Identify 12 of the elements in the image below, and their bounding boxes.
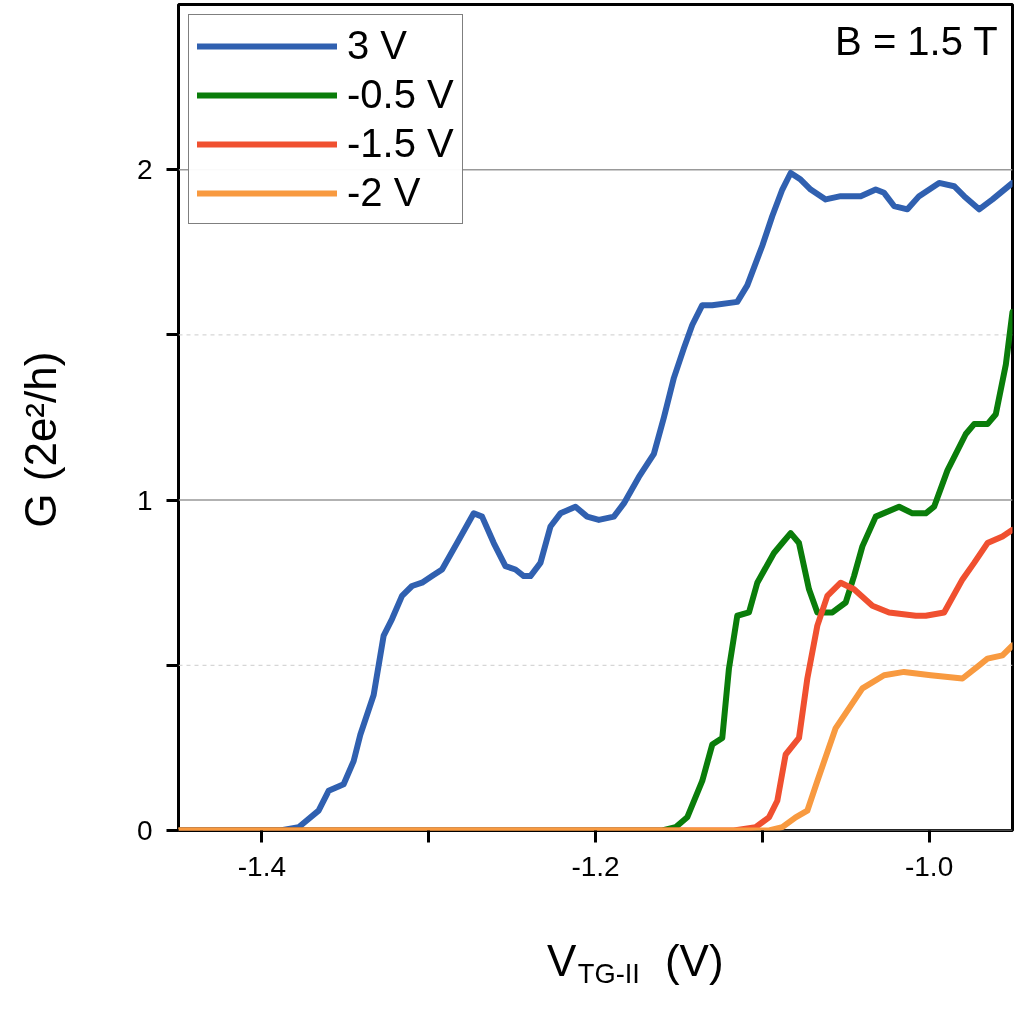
x-tick-label: -1.0 [904, 850, 954, 882]
legend-label: 3 V [347, 23, 408, 68]
y-tick-label: 0 [136, 815, 153, 846]
y-axis-title: G (2e²/h) [16, 351, 65, 528]
legend-label: -2 V [347, 170, 421, 215]
legend-label: -1.5 V [347, 121, 454, 166]
x-tick-label: -1.2 [571, 850, 620, 882]
x-tick-label: -1.4 [237, 850, 287, 882]
legend-label: -0.5 V [347, 72, 454, 117]
annotation: B = 1.5 T [835, 18, 998, 63]
y-tick-label: 1 [136, 484, 153, 516]
y-tick-label: 2 [136, 154, 153, 186]
